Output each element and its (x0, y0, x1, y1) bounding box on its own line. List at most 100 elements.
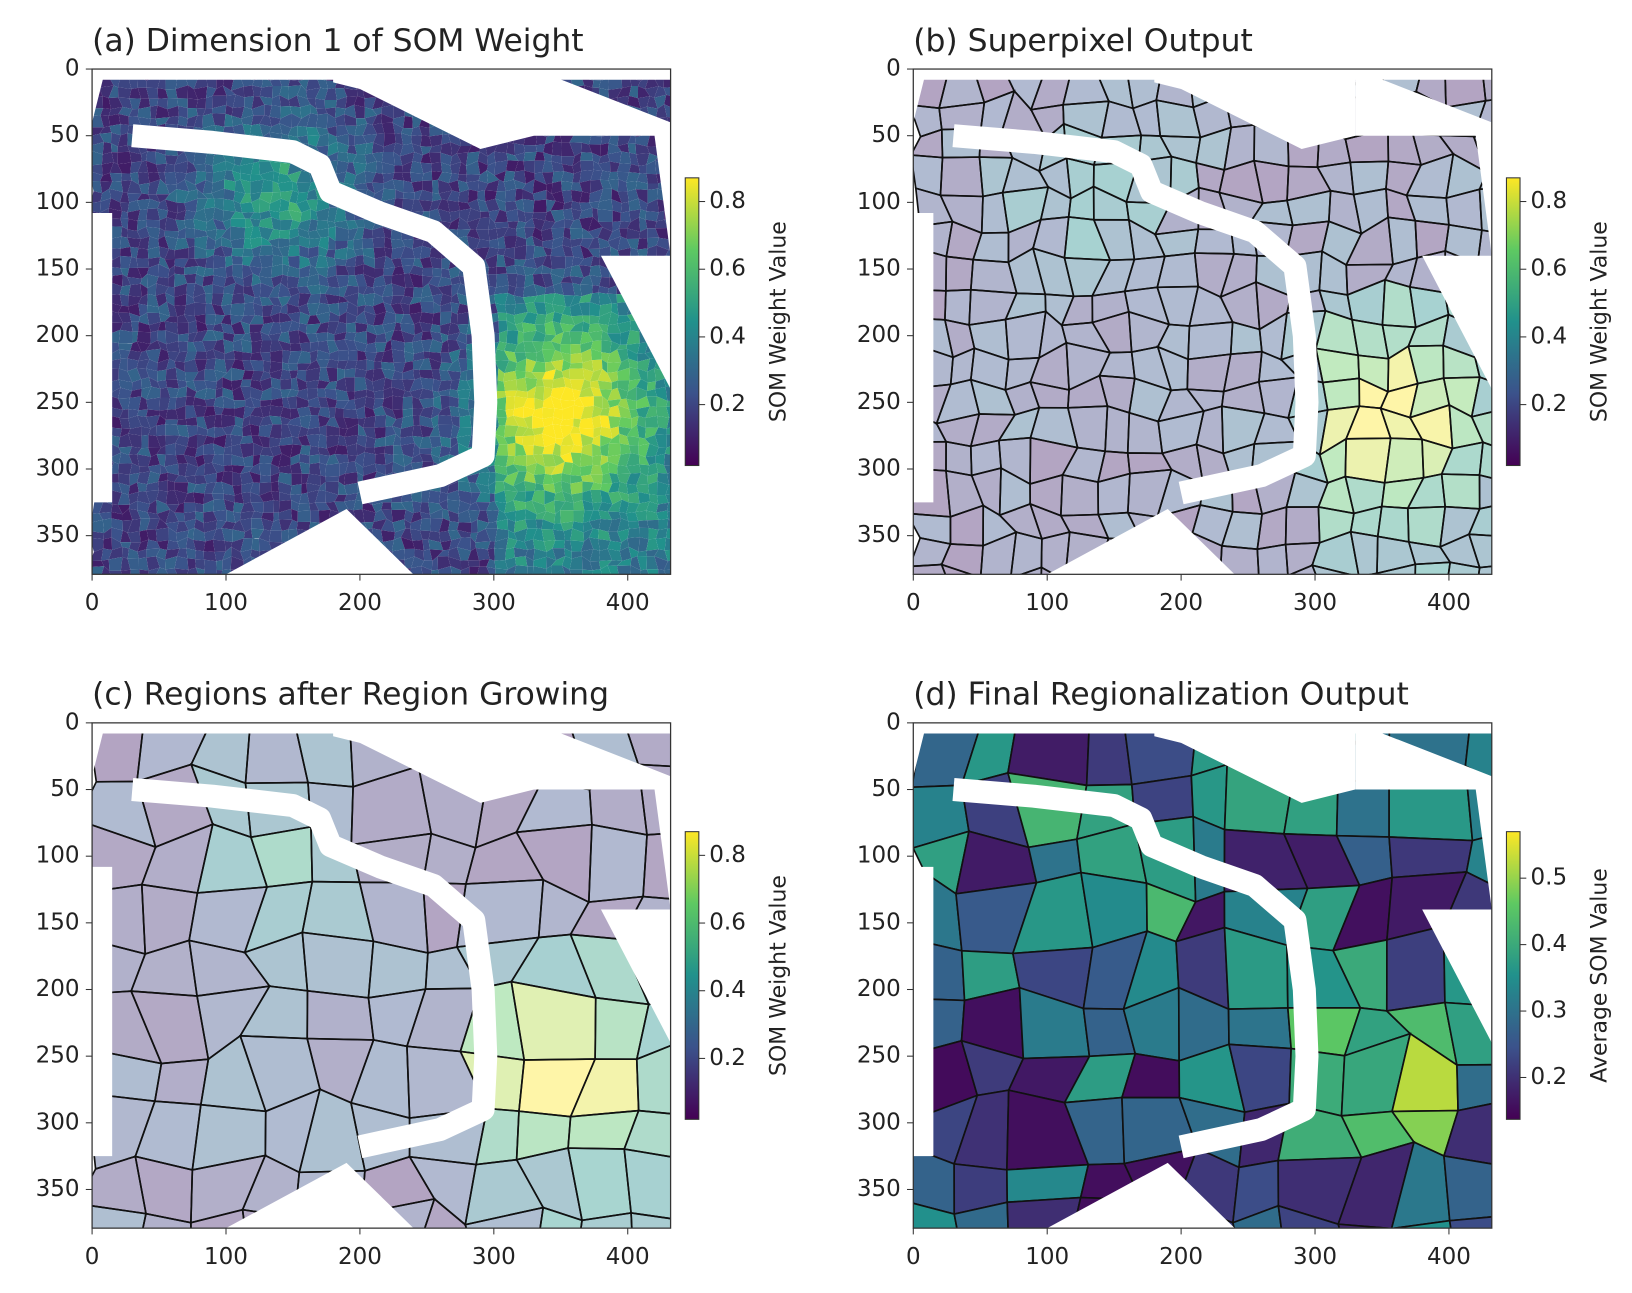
map-cell (593, 577, 603, 588)
map-cell (476, 229, 490, 241)
map-cell (657, 481, 669, 496)
map-cell (196, 107, 206, 116)
map-cell (232, 484, 242, 496)
map-cell (251, 528, 265, 539)
map-cell (354, 396, 367, 410)
map-cell (148, 257, 161, 268)
map-cell (646, 96, 658, 109)
map-cell (362, 134, 377, 144)
map-cell (580, 284, 593, 297)
map-cell (494, 559, 508, 570)
map-cell (675, 499, 686, 514)
map-cell (532, 265, 543, 275)
map-cell (488, 274, 497, 288)
map-cell (552, 424, 564, 439)
map-cell (258, 217, 274, 229)
map-cell (174, 265, 185, 275)
map-cell (1277, 1204, 1341, 1229)
map-cell (327, 141, 339, 157)
map-cell (620, 211, 631, 223)
map-cell (590, 256, 600, 267)
map-cell (476, 502, 490, 511)
map-cell (401, 133, 412, 146)
map-cell (587, 823, 648, 904)
map-cell (582, 577, 593, 587)
y-tick-label: 50 (50, 122, 79, 148)
map-cell (190, 1208, 246, 1229)
map-cell (383, 133, 396, 147)
colorbar (1505, 831, 1521, 1120)
map-cell (535, 378, 545, 387)
map-cell (422, 180, 433, 193)
map-cell (410, 161, 424, 174)
map-cell (494, 170, 506, 182)
map-cell (291, 508, 298, 523)
map-cell (617, 143, 630, 153)
map-cell (580, 548, 594, 562)
map-cell (242, 123, 252, 137)
map-cell (617, 405, 632, 419)
map-cell (543, 579, 552, 588)
map-cell (168, 265, 175, 279)
map-cell (109, 172, 122, 182)
map-cell (148, 447, 161, 457)
map-cell (456, 293, 469, 306)
map-cell (573, 418, 581, 428)
map-cell (639, 527, 649, 540)
map-cell (494, 425, 506, 438)
map-cell (260, 340, 272, 353)
map-cell (260, 447, 274, 457)
map-cell (155, 105, 170, 119)
map-cell (572, 579, 582, 587)
map-cell (308, 406, 321, 416)
map-cell (296, 377, 308, 391)
map-cell (523, 151, 537, 162)
map-cell (214, 551, 226, 562)
map-cell (599, 246, 611, 258)
map-cell (185, 294, 195, 306)
map-cell (913, 563, 947, 575)
map-cell (562, 208, 574, 221)
map-cell (496, 341, 507, 351)
map-cell (638, 537, 649, 552)
map-cell (656, 210, 665, 222)
map-cell (241, 339, 253, 354)
map-cell (374, 342, 387, 353)
map-cell (165, 77, 177, 90)
map-cell (258, 226, 274, 241)
map-cell (476, 217, 490, 230)
map-cell (636, 396, 650, 410)
map-cell (523, 341, 537, 353)
map-cell (373, 133, 385, 147)
map-cell (232, 386, 246, 401)
map-cell (636, 472, 649, 486)
map-cell (507, 519, 516, 533)
map-cell (448, 217, 460, 230)
map-cell (561, 481, 572, 495)
map-cell (581, 474, 594, 483)
map-cell (280, 406, 292, 420)
map-cell (458, 189, 470, 204)
map-cell (674, 70, 687, 78)
map-cell (533, 301, 547, 315)
map-cell (494, 465, 508, 476)
colorbar-tick-label: 0.2 (1530, 1064, 1567, 1090)
map-cell (193, 405, 208, 418)
map-cell (109, 188, 124, 203)
map-cell (233, 502, 244, 513)
map-cell (195, 198, 208, 212)
map-cell (250, 492, 264, 503)
map-cell (403, 115, 413, 129)
map-cell (412, 396, 424, 409)
map-cell (513, 311, 528, 325)
map-cell (523, 258, 537, 269)
map-cell (429, 134, 443, 147)
map-cell (570, 190, 583, 203)
map-cell (120, 218, 129, 230)
map-cell (551, 349, 564, 362)
map-cell (204, 529, 217, 542)
map-cell (552, 523, 564, 532)
map-cell (122, 508, 133, 521)
map-cell (230, 226, 246, 241)
map-cell (138, 321, 151, 333)
